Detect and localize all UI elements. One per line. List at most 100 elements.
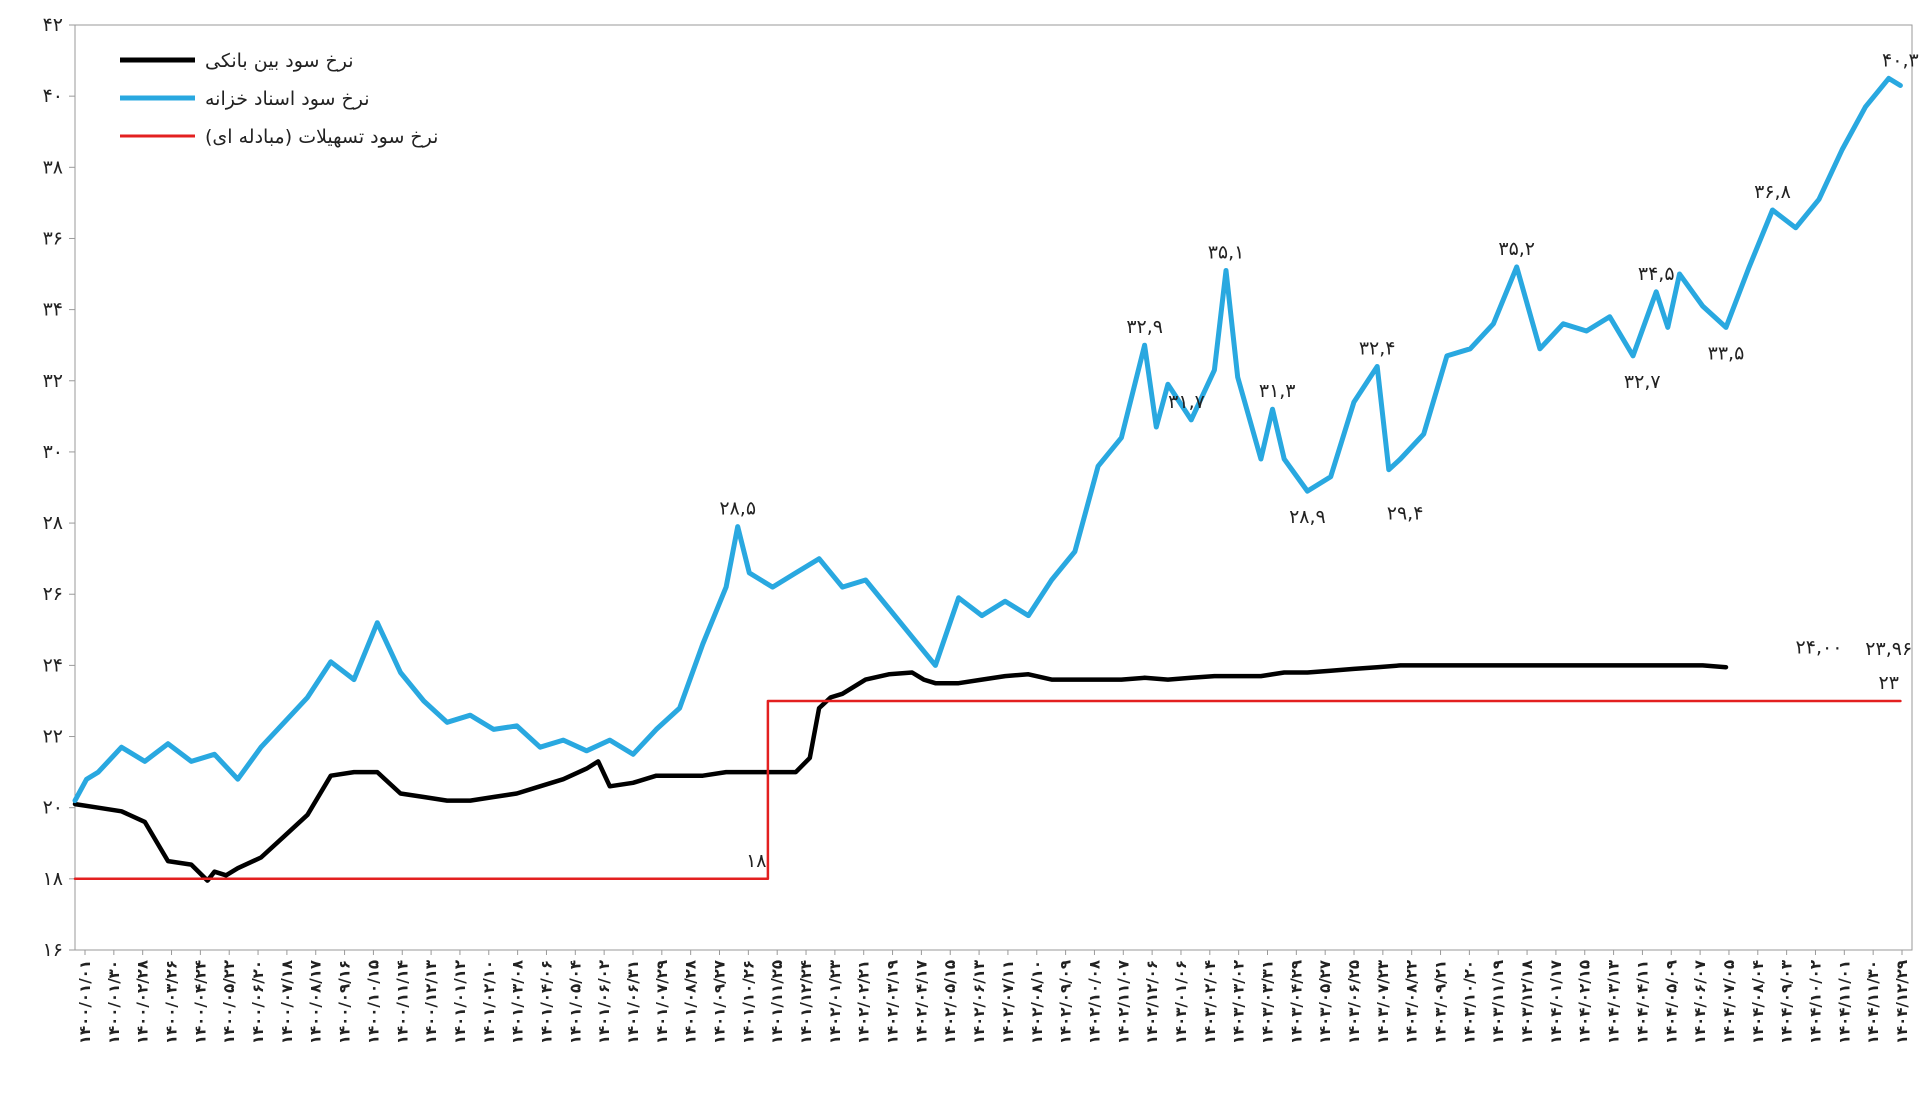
x-tick-label: ۱۴۰۰/۰۴/۲۴: [191, 960, 209, 1044]
x-tick-label: ۱۴۰۰/۱۲/۱۳: [422, 960, 440, 1044]
y-tick-label: ۳۰: [43, 441, 63, 463]
legend-item: نرخ سود اسناد خزانه: [120, 88, 370, 110]
x-tick-label: ۱۴۰۴/۰۸/۰۴: [1749, 960, 1767, 1044]
data-label: ۲۳: [1879, 672, 1899, 694]
x-tick-label: ۱۴۰۰/۰۱/۳۰: [105, 960, 123, 1044]
x-tick-label: ۱۴۰۲/۰۹/۰۹: [1057, 960, 1075, 1044]
data-label: ۲۳,۹۶: [1865, 638, 1912, 660]
x-tick-label: ۱۴۰۱/۰۲/۱۰: [480, 960, 498, 1044]
x-tick-label: ۱۴۰۳/۰۹/۲۱: [1432, 960, 1450, 1044]
y-tick-label: ۲۸: [43, 512, 63, 534]
y-tick-label: ۴۰: [43, 85, 63, 107]
x-tick-label: ۱۴۰۳/۰۸/۲۲: [1403, 960, 1421, 1044]
data-label: ۳۲,۹: [1126, 316, 1163, 338]
x-tick-label: ۱۴۰۲/۰۲/۲۱: [855, 960, 873, 1044]
x-tick-label: ۱۴۰۲/۱۰/۰۸: [1085, 960, 1103, 1044]
x-tick-label: ۱۴۰۱/۰۳/۰۸: [509, 960, 527, 1044]
x-tick-label: ۱۴۰۴/۰۵/۰۹: [1662, 960, 1680, 1044]
data-label: ۳۱,۳: [1259, 380, 1296, 402]
data-label: ۲۴,۰۰: [1796, 636, 1843, 658]
legend-item: نرخ سود بین بانکی: [120, 50, 354, 72]
plot-frame: [74, 24, 1913, 951]
x-tick-label: ۱۴۰۱/۰۱/۱۲: [451, 960, 469, 1044]
x-tick-label: ۱۴۰۰/۰۸/۱۷: [307, 960, 325, 1044]
x-tick-label: ۱۴۰۴/۱۱/۰۱: [1835, 960, 1853, 1044]
legend-label: نرخ سود تسهیلات (مبادله ای): [205, 126, 438, 148]
x-tick-label: ۱۴۰۰/۰۵/۲۲: [220, 960, 238, 1044]
x-tick-label: ۱۴۰۱/۰۷/۲۹: [653, 960, 671, 1044]
x-tick-label: ۱۴۰۳/۰۳/۰۲: [1230, 960, 1248, 1044]
x-tick-label: ۱۴۰۰/۰۳/۲۶: [163, 960, 181, 1044]
legend-label: نرخ سود بین بانکی: [205, 50, 354, 72]
series-lines: [72, 75, 1903, 883]
x-tick-label: ۱۴۰۳/۱۲/۱۸: [1518, 960, 1536, 1044]
x-tick-label: ۱۴۰۰/۱۰/۱۵: [364, 960, 382, 1044]
x-tick-label: ۱۴۰۳/۰۷/۲۳: [1374, 960, 1392, 1044]
x-tick-label: ۱۴۰۳/۰۴/۲۹: [1287, 960, 1305, 1044]
x-tick-label: ۱۴۰۴/۱۱/۳۰: [1864, 960, 1882, 1044]
x-tick-label: ۱۴۰۴/۱۲/۲۹: [1893, 960, 1911, 1044]
x-tick-label: ۱۴۰۱/۰۶/۰۲: [595, 960, 613, 1044]
x-tick-label: ۱۴۰۳/۰۱/۰۶: [1172, 960, 1190, 1044]
legend: نرخ سود بین بانکی نرخ سود اسناد خزانه نرخ …: [120, 50, 438, 148]
data-label: ۱۸: [746, 850, 766, 872]
data-label: ۳۲,۴: [1359, 338, 1396, 360]
x-tick-label: ۱۴۰۴/۰۹/۰۳: [1778, 960, 1796, 1044]
data-label: ۴۰,۳: [1882, 49, 1919, 71]
y-tick-label: ۳۸: [43, 156, 63, 178]
x-tick-label: ۱۴۰۱/۰۹/۲۷: [711, 960, 729, 1044]
x-tick-label: ۱۴۰۲/۰۸/۱۰: [1028, 960, 1046, 1044]
series-line-1: [72, 75, 1903, 804]
data-label: ۳۳,۵: [1708, 342, 1745, 364]
legend-item: نرخ سود تسهیلات (مبادله ای): [120, 126, 438, 148]
x-tick-label: ۱۴۰۳/۰۲/۰۴: [1201, 960, 1219, 1044]
y-tick-label: ۳۲: [43, 370, 63, 392]
data-label: ۲۸,۵: [719, 498, 756, 520]
data-label: ۳۵,۱: [1208, 241, 1245, 263]
x-tick-label: ۱۴۰۳/۰۶/۲۵: [1345, 960, 1363, 1044]
y-tick-label: ۱۶: [43, 939, 63, 961]
x-tick-label: ۱۴۰۰/۰۲/۲۸: [134, 960, 152, 1044]
x-tick-label: ۱۴۰۴/۰۳/۱۳: [1605, 960, 1623, 1044]
x-tick-label: ۱۴۰۳/۱۰/۲۰: [1460, 960, 1478, 1044]
data-label: ۳۱,۷: [1168, 391, 1205, 413]
legend-label: نرخ سود اسناد خزانه: [205, 88, 370, 110]
x-tick-label: ۱۴۰۰/۱۱/۱۴: [393, 960, 411, 1044]
x-tick-label: ۱۴۰۲/۰۷/۱۱: [999, 960, 1017, 1044]
data-label: ۳۴,۵: [1638, 263, 1675, 285]
x-tick-label: ۱۴۰۱/۰۸/۲۸: [682, 960, 700, 1044]
x-tick-label: ۱۴۰۱/۰۶/۳۱: [624, 960, 642, 1044]
y-tick-label: ۱۸: [43, 868, 63, 890]
x-tick-label: ۱۴۰۰/۰۷/۱۸: [278, 960, 296, 1044]
x-tick-label: ۱۴۰۴/۰۲/۱۵: [1576, 960, 1594, 1044]
y-tick-label: ۲۴: [43, 654, 63, 676]
x-tick-label: ۱۴۰۲/۰۱/۲۳: [826, 960, 844, 1044]
x-tick-label: ۱۴۰۴/۰۱/۱۷: [1547, 960, 1565, 1044]
x-tick-label: ۱۴۰۴/۱۰/۰۲: [1806, 960, 1824, 1044]
x-tick-label: ۱۴۰۲/۰۶/۱۳: [970, 960, 988, 1044]
x-tick-label: ۱۴۰۳/۰۵/۲۷: [1316, 960, 1334, 1044]
y-tick-label: ۲۰: [43, 797, 63, 819]
y-tick-label: ۲۶: [43, 583, 63, 605]
y-tick-label: ۴۲: [43, 14, 63, 36]
data-label: ۲۸,۹: [1289, 506, 1326, 528]
x-tick-label: ۱۴۰۳/۱۱/۱۹: [1489, 960, 1507, 1044]
x-tick-label: ۱۴۰۲/۱۱/۰۷: [1114, 960, 1132, 1044]
x-tick-label: ۱۴۰۱/۱۰/۲۶: [739, 960, 757, 1044]
y-tick-label: ۲۲: [43, 726, 63, 748]
x-tick-label: ۱۴۰۴/۰۶/۰۷: [1691, 960, 1709, 1044]
axes: ۱۶ ۱۸ ۲۰ ۲۲ ۲۴ ۲۶ ۲۸ ۳۰ ۳۲ ۳۴ ۳۶ ۳۸ ۴۰ ۴۲ ۱۴۰۰/۰۱/۰۱ ۱۴…: [43, 14, 1913, 1044]
series-line-0: [72, 663, 1729, 883]
series-line-2: [73, 699, 1902, 881]
x-tick-label: ۱۴۰۱/۰۵/۰۴: [566, 960, 584, 1044]
y-tick-label: ۳۴: [43, 299, 63, 321]
data-label: ۳۲,۷: [1624, 371, 1661, 393]
x-tick-label: ۱۴۰۰/۰۹/۱۶: [336, 960, 354, 1044]
annotations: ۲۸,۵ ۱۸ ۳۲,۹ ۳۱,۷ ۳۵,۱ ۳۱,۳ ۲۸,۹ ۳۲,۴ ۲۹,۴ ۳۵,۲ ۳۴…: [719, 49, 1918, 871]
x-tick-label: ۱۴۰۱/۱۲/۲۴: [797, 960, 815, 1044]
data-label: ۳۵,۲: [1498, 238, 1535, 260]
x-tick-label: ۱۴۰۲/۰۴/۱۷: [912, 960, 930, 1044]
x-tick-label: ۱۴۰۴/۰۴/۱۱: [1633, 960, 1651, 1044]
